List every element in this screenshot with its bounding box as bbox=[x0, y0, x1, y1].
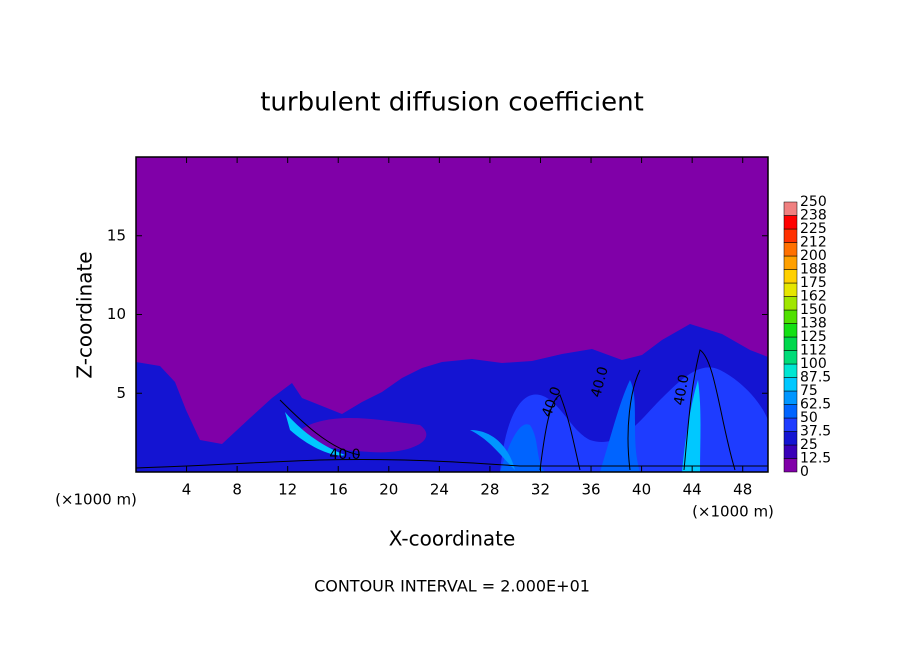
colorbar-label: 75 bbox=[800, 383, 818, 399]
colorbar-label: 238 bbox=[800, 208, 827, 224]
field-region bbox=[682, 380, 701, 472]
contour-field bbox=[135, 157, 768, 472]
contour-line bbox=[135, 349, 768, 471]
colorbar-swatch bbox=[783, 458, 798, 473]
x-tick-label: 40 bbox=[632, 481, 651, 499]
colorbar-label: 112 bbox=[800, 343, 827, 359]
field-region bbox=[136, 324, 768, 472]
x-tick-label: 28 bbox=[480, 481, 499, 499]
contour-label: 40.0 bbox=[329, 447, 360, 463]
colorbar-label: 62.5 bbox=[800, 397, 831, 413]
x-tick-label: 48 bbox=[733, 481, 752, 499]
colorbar-swatch bbox=[783, 296, 798, 311]
colorbar-swatch bbox=[783, 350, 798, 365]
colorbar-swatch bbox=[783, 255, 798, 270]
colorbar-swatch bbox=[783, 390, 798, 405]
colorbar-label: 0 bbox=[800, 464, 809, 480]
colorbar-label: 37.5 bbox=[800, 424, 831, 440]
colorbar-label: 175 bbox=[800, 275, 827, 291]
field-region bbox=[500, 380, 640, 472]
field-region bbox=[500, 367, 768, 472]
colorbar-label: 87.5 bbox=[800, 370, 831, 386]
contour-label: 40.0 bbox=[671, 373, 692, 406]
x-unit-label: (×1000 m) bbox=[692, 503, 774, 521]
colorbar-swatch bbox=[783, 242, 798, 257]
chart-title: turbulent diffusion coefficient bbox=[260, 88, 644, 118]
y-axis-label: Z-coordinate bbox=[73, 251, 97, 378]
colorbar-label: 188 bbox=[800, 262, 827, 278]
x-tick-label: 36 bbox=[581, 481, 600, 499]
colorbar-label: 138 bbox=[800, 316, 827, 332]
x-tick-label: 16 bbox=[329, 481, 348, 499]
colorbar-swatch bbox=[783, 336, 798, 351]
colorbar-label: 162 bbox=[800, 289, 827, 305]
x-tick-label: 8 bbox=[232, 481, 242, 499]
colorbar-swatch bbox=[783, 431, 798, 446]
x-tick-label: 44 bbox=[683, 481, 702, 499]
colorbar-label: 100 bbox=[800, 356, 827, 372]
colorbar-swatch bbox=[783, 228, 798, 243]
footer-note: CONTOUR INTERVAL = 2.000E+01 bbox=[314, 577, 590, 596]
colorbar-label: 200 bbox=[800, 248, 827, 264]
colorbar-label: 150 bbox=[800, 302, 827, 318]
colorbar-swatch bbox=[783, 309, 798, 324]
colorbar-label: 225 bbox=[800, 221, 827, 237]
x-axis-label: X-coordinate bbox=[389, 527, 516, 551]
field-region bbox=[470, 430, 515, 470]
colorbar-swatch bbox=[783, 444, 798, 459]
colorbar-swatch bbox=[783, 215, 798, 230]
colorbar-swatch bbox=[783, 363, 798, 378]
colorbar-swatch bbox=[783, 417, 798, 432]
colorbar-label: 125 bbox=[800, 329, 827, 345]
x-tick-label: 32 bbox=[531, 481, 550, 499]
y-tick-label: 5 bbox=[116, 384, 126, 402]
colorbar-label: 250 bbox=[800, 194, 827, 210]
contour-label: 40.0 bbox=[588, 365, 612, 399]
colorbar-swatch bbox=[783, 323, 798, 338]
colorbar-label: 12.5 bbox=[800, 451, 831, 467]
y-unit-label: (×1000 m) bbox=[55, 491, 137, 509]
colorbar-swatch bbox=[783, 404, 798, 419]
x-tick-label: 20 bbox=[379, 481, 398, 499]
colorbar-swatch bbox=[783, 269, 798, 284]
colorbar-swatch bbox=[783, 377, 798, 392]
y-tick-label: 10 bbox=[107, 305, 126, 323]
colorbar-label: 212 bbox=[800, 235, 827, 251]
y-tick-label: 15 bbox=[107, 226, 126, 244]
colorbar-label: 50 bbox=[800, 410, 818, 426]
colorbar-swatch bbox=[783, 282, 798, 297]
colorbar-label: 25 bbox=[800, 437, 818, 453]
field-region bbox=[285, 412, 345, 456]
colorbar-swatch bbox=[783, 201, 798, 216]
x-tick-label: 4 bbox=[182, 481, 192, 499]
x-tick-label: 12 bbox=[278, 481, 297, 499]
x-tick-label: 24 bbox=[430, 481, 449, 499]
